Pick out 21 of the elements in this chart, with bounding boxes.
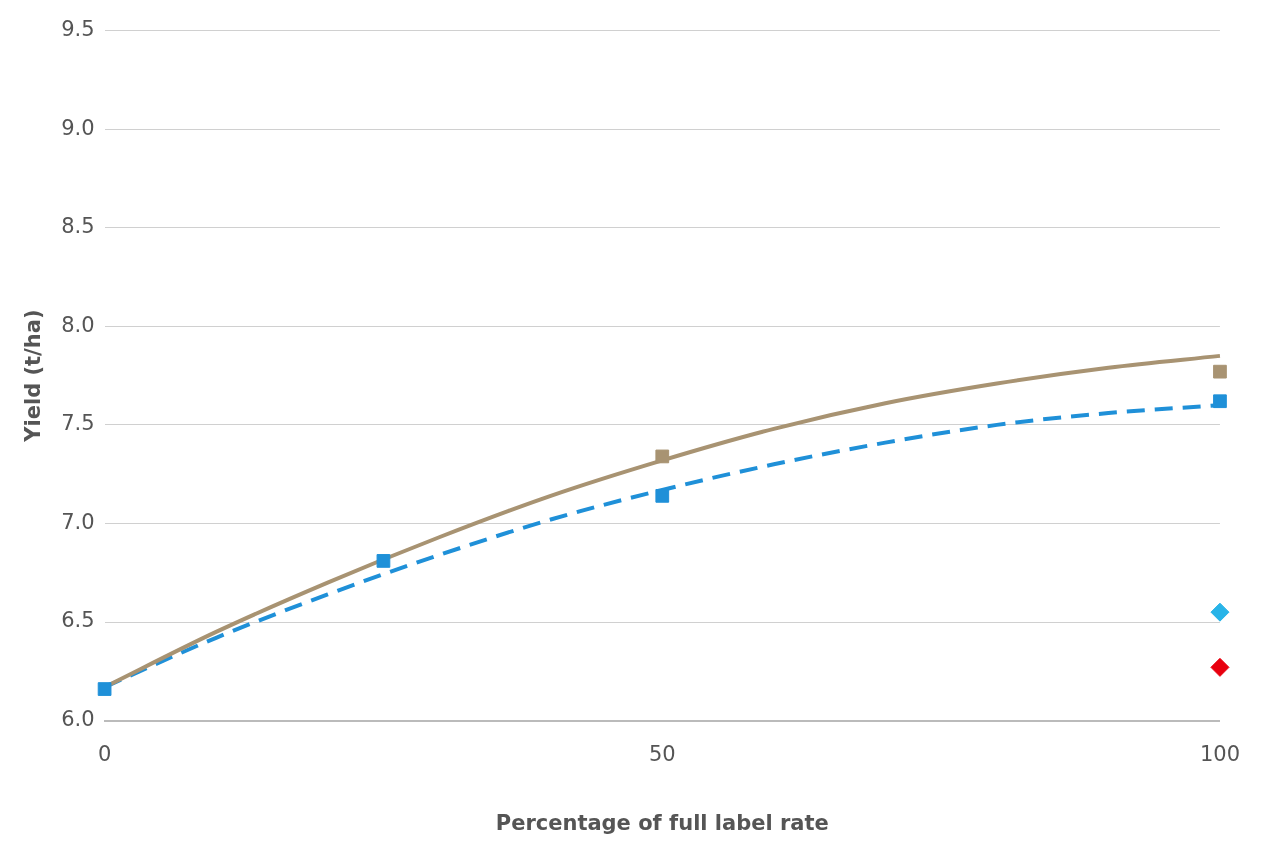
y-tick-label: 6.0 bbox=[61, 707, 95, 732]
y-tick-label: 7.0 bbox=[61, 509, 95, 534]
point bbox=[1210, 602, 1230, 622]
point bbox=[1213, 364, 1227, 379]
point bbox=[655, 449, 670, 464]
y-axis-title: Yield (t/ha) bbox=[21, 309, 46, 443]
y-tick-label: 9.5 bbox=[61, 17, 95, 42]
y-tick-label: 6.5 bbox=[61, 608, 95, 633]
x-tick-label: 50 bbox=[648, 741, 676, 766]
y-tick-label: 8.5 bbox=[61, 214, 95, 239]
x-tick-label: 100 bbox=[1199, 741, 1241, 766]
point bbox=[1213, 394, 1227, 409]
y-tick-label: 9.0 bbox=[61, 115, 95, 140]
point bbox=[1210, 657, 1230, 677]
y-tick-label: 7.5 bbox=[61, 411, 95, 436]
x-tick-label: 0 bbox=[97, 741, 112, 766]
x-axis-title: Percentage of full label rate bbox=[495, 810, 829, 835]
y-tick-label: 8.0 bbox=[61, 312, 95, 337]
point bbox=[376, 554, 391, 568]
point bbox=[97, 682, 112, 696]
point bbox=[655, 488, 670, 503]
